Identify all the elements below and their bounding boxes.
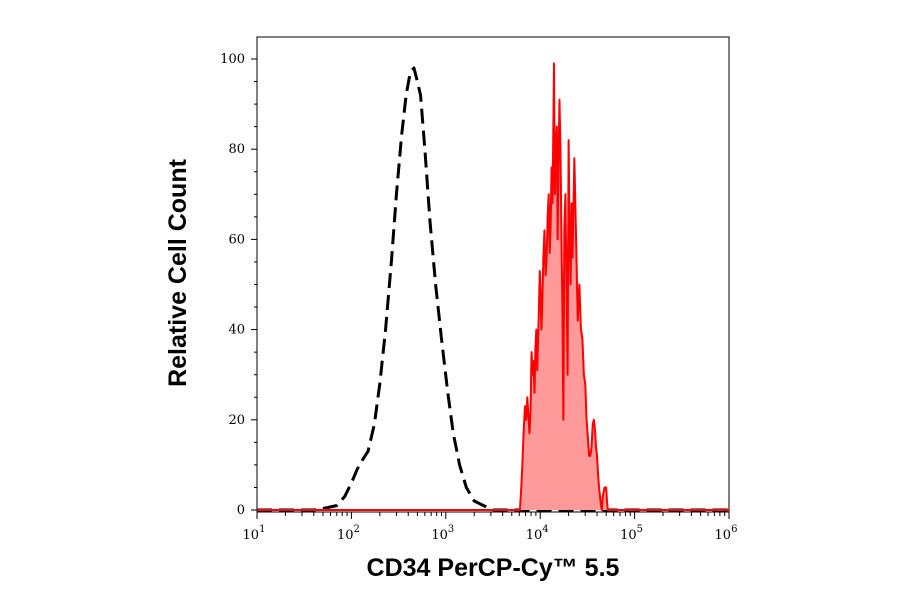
- x-tick-base: 10: [243, 528, 260, 543]
- x-tick-base: 10: [337, 528, 354, 543]
- x-axis-title: CD34 PerCP-Cy™ 5.5: [367, 554, 620, 582]
- y-tick-label: 0: [237, 503, 245, 518]
- series-1-area: [257, 63, 729, 510]
- y-axis: 0 20 40 60 80 100: [220, 52, 257, 518]
- x-tick-label: 106: [715, 524, 738, 543]
- y-axis-title: Relative Cell Count: [164, 158, 192, 386]
- x-axis: 101 102 103 104 105 106: [243, 512, 738, 543]
- x-tick-base: 10: [620, 528, 637, 543]
- x-tick-label: 102: [337, 524, 360, 543]
- y-tick-label: 60: [228, 232, 245, 247]
- series-layer: [257, 62, 729, 512]
- x-tick-label: 103: [431, 524, 454, 543]
- x-tick-base: 10: [715, 528, 732, 543]
- x-tick-base: 10: [431, 528, 448, 543]
- x-tick-exponent: 1: [259, 524, 265, 535]
- x-tick-label: 105: [620, 524, 643, 543]
- x-tick-base: 10: [526, 528, 543, 543]
- series-1-line: [257, 62, 729, 511]
- x-tick-label: 101: [243, 524, 266, 543]
- y-tick-label: 100: [220, 52, 245, 67]
- plot-frame: [256, 36, 730, 513]
- x-tick-exponent: 2: [353, 524, 359, 535]
- y-tick-label: 40: [228, 323, 245, 338]
- x-tick-exponent: 4: [542, 524, 548, 535]
- y-tick-label: 80: [228, 142, 245, 157]
- x-tick-label: 104: [526, 524, 549, 543]
- series-0-dashed-line: [257, 66, 729, 512]
- x-tick-exponent: 6: [731, 524, 737, 535]
- x-tick-exponent: 3: [448, 524, 454, 535]
- y-tick-label: 20: [228, 413, 245, 428]
- x-tick-exponent: 5: [637, 524, 643, 535]
